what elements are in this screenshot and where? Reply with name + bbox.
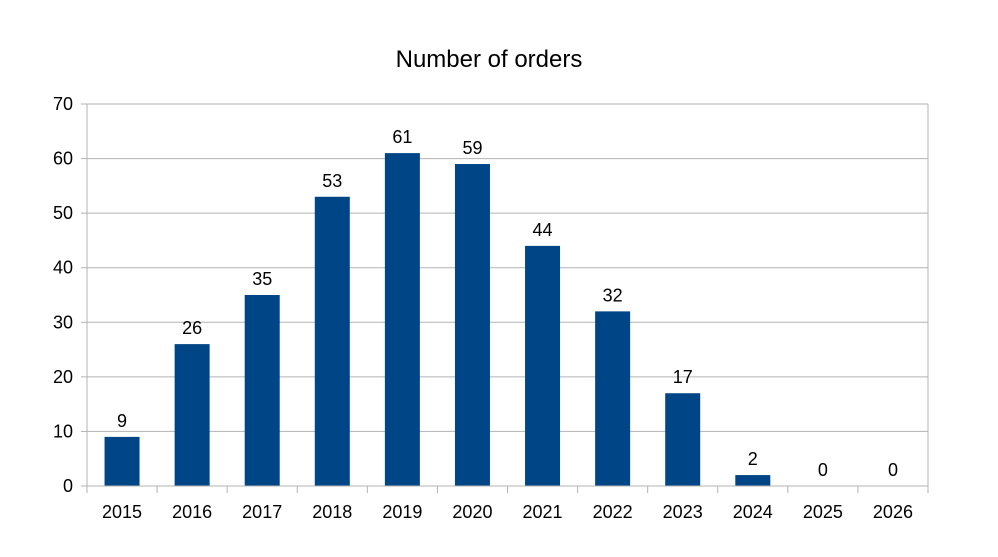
data-label-2017: 35	[252, 269, 272, 289]
grid-lines	[81, 103, 928, 487]
x-tick-label-2021: 2021	[523, 502, 563, 522]
x-tick-label-2018: 2018	[312, 502, 352, 522]
bar-2015	[104, 436, 140, 486]
bar-2016	[174, 344, 210, 486]
data-label-2019: 61	[392, 127, 412, 147]
y-tick-label: 10	[53, 421, 73, 441]
x-tick-label-2019: 2019	[382, 502, 422, 522]
data-label-2026: 0	[888, 460, 898, 480]
bar-2023	[665, 393, 701, 486]
y-axis-tick-labels: 0 10 20 30 40 50 60 70	[53, 94, 73, 496]
data-label-2025: 0	[818, 460, 828, 480]
data-label-2016: 26	[182, 318, 202, 338]
bar-2019	[384, 153, 420, 486]
bar-2021	[525, 245, 561, 486]
x-tick-label-2024: 2024	[733, 502, 773, 522]
bar-2020	[454, 164, 490, 486]
data-label-2021: 44	[533, 220, 553, 240]
y-tick-label: 20	[53, 367, 73, 387]
y-tick-label: 60	[53, 149, 73, 169]
data-label-2018: 53	[322, 171, 342, 191]
bar-2017	[244, 295, 280, 486]
data-label-2015: 9	[117, 411, 127, 431]
data-labels: 9 26 35 53 61 59 44 32 17 2 0 0	[117, 127, 898, 480]
bar-2024	[735, 475, 771, 486]
data-label-2020: 59	[462, 138, 482, 158]
x-tick-label-2015: 2015	[102, 502, 142, 522]
data-label-2024: 2	[748, 449, 758, 469]
y-tick-label: 70	[53, 94, 73, 114]
y-tick-label: 50	[53, 203, 73, 223]
x-tick-label-2026: 2026	[873, 502, 913, 522]
chart-title: Number of orders	[396, 46, 583, 73]
x-tick-label-2020: 2020	[452, 502, 492, 522]
y-tick-label: 40	[53, 258, 73, 278]
x-axis-tick-labels: 2015 2016 2017 2018 2019 2020 2021 2022 2023 2024…	[102, 502, 913, 522]
bar-2018	[314, 196, 350, 486]
x-tick-label-2023: 2023	[663, 502, 703, 522]
data-label-2022: 32	[603, 285, 623, 305]
x-tick-label-2022: 2022	[593, 502, 633, 522]
bars	[104, 153, 771, 486]
x-tick-label-2016: 2016	[172, 502, 212, 522]
x-tick-label-2025: 2025	[803, 502, 843, 522]
y-tick-label: 30	[53, 312, 73, 332]
y-tick-label: 0	[63, 476, 73, 496]
data-label-2023: 17	[673, 367, 693, 387]
axes	[86, 104, 929, 493]
x-tick-label-2017: 2017	[242, 502, 282, 522]
bar-2022	[595, 311, 631, 486]
